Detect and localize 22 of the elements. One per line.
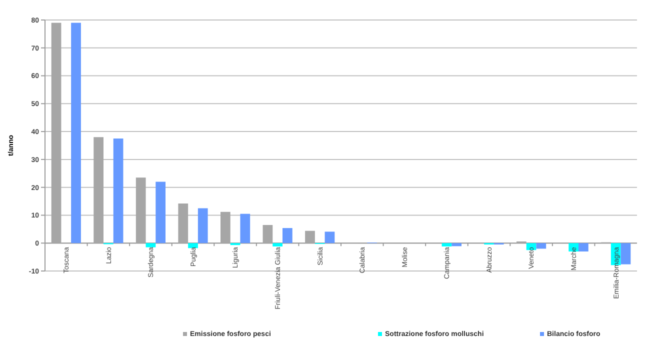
bar — [240, 214, 250, 244]
bar — [146, 243, 156, 248]
bar — [536, 243, 546, 249]
bar — [71, 22, 81, 244]
bar — [156, 182, 166, 244]
bar — [452, 243, 462, 246]
bar — [620, 243, 631, 264]
bar — [272, 243, 283, 246]
bar — [178, 204, 188, 244]
bar — [136, 178, 146, 244]
bar — [282, 228, 292, 244]
bar — [220, 212, 230, 244]
bar — [324, 232, 335, 244]
bar — [94, 137, 104, 244]
bar — [262, 224, 273, 244]
bar — [198, 208, 208, 244]
bar — [188, 243, 198, 248]
bar — [578, 243, 588, 252]
bar — [442, 243, 452, 246]
bar — [305, 230, 315, 244]
bar — [51, 22, 62, 244]
bar — [113, 138, 124, 244]
